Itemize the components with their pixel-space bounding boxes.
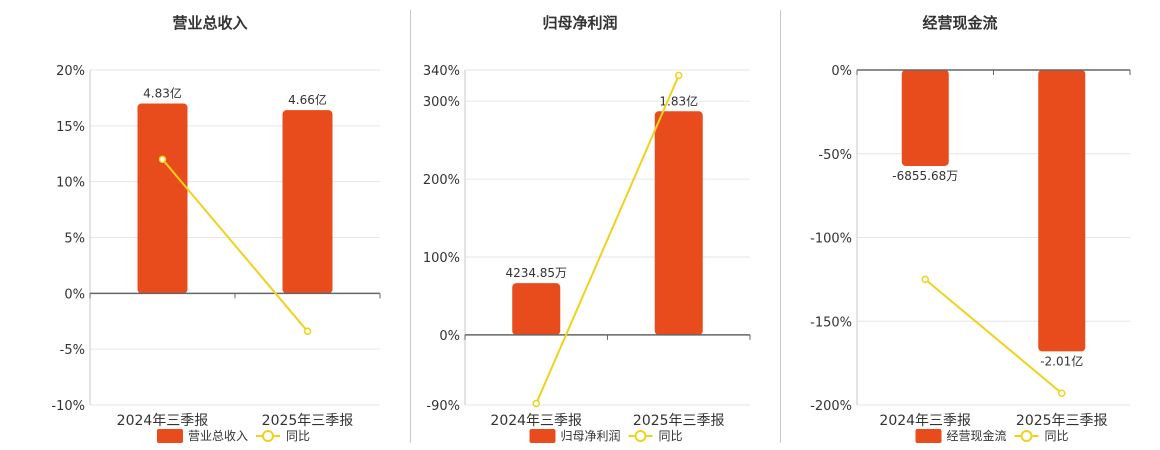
y-tick-label: 0% [831,64,852,79]
bar-value-label: -6855.68万 [892,169,958,183]
y-tick-label: -50% [818,148,852,163]
y-tick-label: 0% [64,287,85,302]
yoy-line [924,278,1063,395]
bar [282,110,333,294]
bar-value-label: 4.66亿 [288,92,327,107]
y-tick-label: 340% [423,64,460,79]
bar [512,283,561,335]
bar-value-label: 4234.85万 [505,266,567,280]
legend-label-bar: 归母净利润 [561,429,621,443]
chart-title: 经营现金流 [922,14,997,32]
bar [1038,70,1086,352]
y-tick-label: -90% [426,399,460,414]
yoy-point [303,327,312,336]
yoy-line [535,75,680,404]
y-tick-label: 15% [56,120,85,135]
yoy-point [921,275,929,284]
legend-label-bar: 经营现金流 [947,428,1007,443]
yoy-point [1058,389,1066,398]
chart-title: 营业总收入 [172,14,247,32]
legend-swatch-bar [915,429,942,443]
panel-separator [410,10,411,443]
y-tick-label: -150% [810,315,852,330]
legend-swatch-bar [157,429,183,443]
chart-title: 归母净利润 [542,14,617,32]
yoy-point [675,71,683,80]
panel-separator [780,10,781,443]
bar-value-label: -2.01亿 [1040,353,1083,368]
legend-label-line: 同比 [1045,429,1069,443]
y-tick-label: 20% [56,64,85,79]
legend-label-line: 同比 [659,429,683,443]
x-category-label: 2025年三季报 [633,413,725,429]
legend-swatch-marker [1020,430,1033,442]
bar [137,103,188,294]
y-tick-label: -200% [810,399,852,414]
y-tick-label: -10% [51,399,85,414]
x-category-label: 2025年三季报 [1016,413,1108,429]
bar [901,70,949,166]
y-tick-label: 300% [423,95,460,110]
y-tick-label: 200% [423,173,460,188]
legend-swatch-bar [529,429,556,443]
bar-value-label: 4.83亿 [143,86,182,101]
y-tick-label: 0% [439,329,460,344]
legend-swatch-marker [262,430,274,442]
legend-label-line: 同比 [286,429,310,443]
legend-swatch-marker [634,430,647,442]
y-tick-label: 5% [64,232,85,247]
yoy-point [532,399,540,408]
y-tick-label: 10% [56,176,85,191]
y-tick-label: -5% [60,343,85,358]
x-category-label: 2024年三季报 [117,413,209,429]
y-tick-label: -100% [810,232,852,247]
x-category-label: 2025年三季报 [262,413,354,429]
yoy-point [158,155,167,164]
x-category-label: 2024年三季报 [879,413,971,429]
yoy-line [161,158,309,332]
y-tick-label: 100% [423,251,460,266]
x-category-label: 2024年三季报 [490,413,582,429]
bar [654,111,703,335]
legend-label-bar: 营业总收入 [188,429,248,443]
